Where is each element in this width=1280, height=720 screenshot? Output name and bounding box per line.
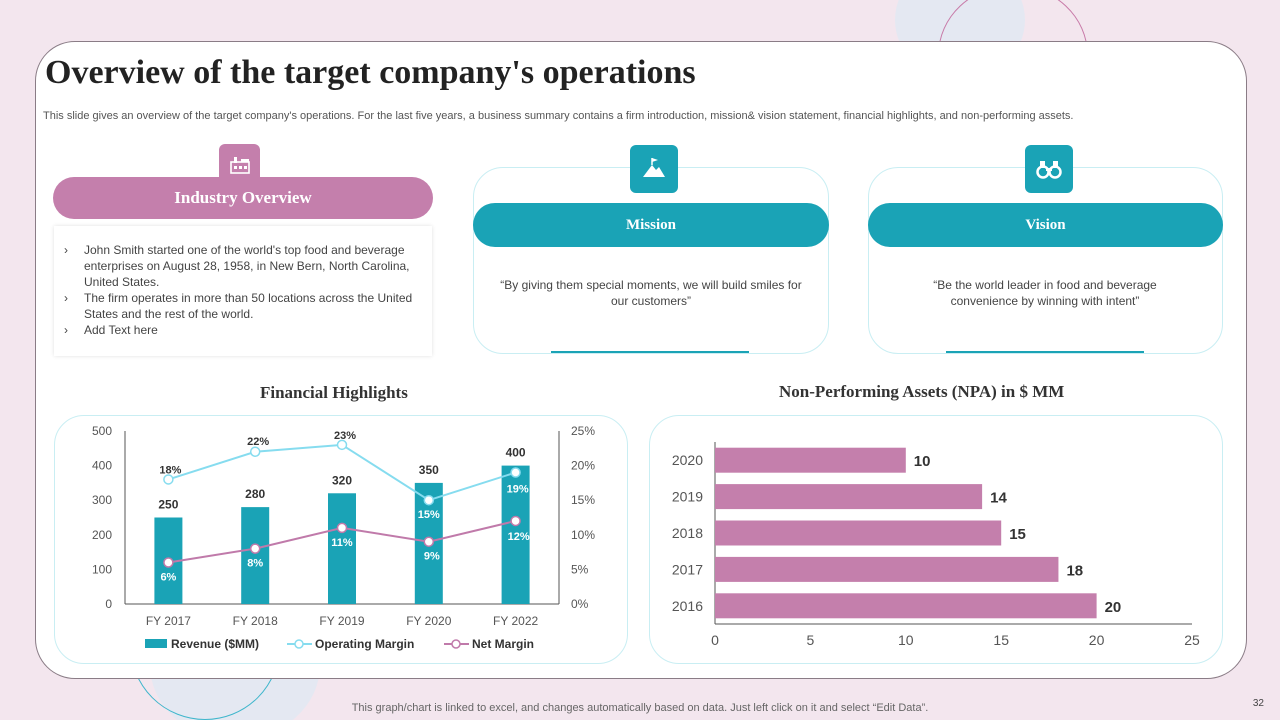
x-tick-label: 10: [898, 632, 914, 648]
legend-label-operating: Operating Margin: [315, 637, 414, 651]
y-tick-label-right: 0%: [571, 597, 589, 611]
y-tick-label-right: 10%: [571, 528, 595, 542]
npa-data-label: 15: [1009, 526, 1026, 543]
net-margin-point: [163, 557, 174, 568]
operating-margin-point: [510, 467, 521, 478]
operating-margin-point: [336, 439, 348, 451]
bar-revenue: [328, 493, 356, 604]
list-item: John Smith started one of the world's to…: [64, 242, 422, 290]
x-tick-label: FY 2019: [319, 614, 364, 628]
operating-margin-data-label: 15%: [418, 509, 440, 521]
operating-margin-point: [423, 494, 435, 506]
financial-chart-title: Financial Highlights: [260, 383, 408, 402]
y-tick-label-left: 100: [92, 562, 112, 576]
operating-margin-data-label: 22%: [247, 436, 269, 448]
mission-statement: “By giving them special moments, we will…: [500, 278, 802, 308]
y-tick-label-left: 500: [92, 424, 112, 438]
net-margin-point: [249, 543, 261, 554]
x-tick-label: FY 2017: [146, 614, 191, 628]
npa-chart: 0 5 10 15 20 25 2020 10 2019 14 2018 15 2017 18 2016 20: [672, 442, 1200, 648]
bar-data-label: 280: [245, 487, 265, 501]
npa-data-label: 18: [1066, 562, 1083, 579]
industry-bullet-list: John Smith started one of the world's to…: [54, 226, 432, 338]
npa-bar: [715, 447, 906, 473]
bar-data-label: 250: [158, 498, 178, 512]
npa-data-label: 10: [914, 453, 931, 470]
mission-divider: [551, 351, 749, 353]
net-margin-data-label: 11%: [331, 537, 353, 549]
npa-data-label: 14: [990, 490, 1007, 507]
page-number: 32: [1252, 698, 1264, 709]
mountain-flag-icon: [643, 158, 665, 177]
legend-marker-net: [451, 639, 461, 649]
net-margin-data-label: 12%: [508, 531, 530, 543]
x-tick-label: 0: [711, 632, 719, 648]
y-tick-label-left: 0: [105, 597, 112, 611]
net-margin-point: [510, 515, 521, 527]
net-margin-point: [423, 536, 435, 547]
npa-data-label: 20: [1105, 599, 1122, 616]
vision-divider: [946, 351, 1144, 353]
y-tick-label-left: 400: [92, 459, 112, 473]
npa-chart-title: Non-Performing Assets (NPA) in $ MM: [779, 382, 1065, 401]
net-margin-point: [336, 522, 348, 534]
npa-bar: [715, 484, 983, 510]
y-tick-label: 2017: [672, 561, 703, 577]
factory-icon: [229, 156, 250, 174]
y-tick-label-left: 200: [92, 528, 112, 542]
y-tick-label: 2019: [672, 489, 703, 505]
x-tick-label: 25: [1184, 632, 1200, 648]
mission-card: [473, 167, 829, 354]
operating-margin-data-label: 18%: [159, 464, 181, 476]
y-tick-label-right: 20%: [571, 459, 595, 473]
vision-card: [868, 167, 1223, 354]
y-tick-label-right: 15%: [571, 493, 595, 507]
page-subtitle: This slide gives an overview of the targ…: [43, 110, 1074, 122]
y-tick-label: 2020: [672, 452, 703, 468]
legend-label-net: Net Margin: [472, 637, 534, 651]
x-tick-label: 15: [993, 632, 1009, 648]
bar-data-label: 320: [332, 473, 352, 487]
operating-margin-data-label: 19%: [507, 484, 529, 496]
x-tick-label: FY 2022: [493, 614, 538, 628]
x-tick-label: 20: [1089, 632, 1105, 648]
net-margin-data-label: 8%: [247, 558, 263, 570]
industry-overview-box: John Smith started one of the world's to…: [54, 226, 432, 356]
binoculars-icon: [1036, 161, 1062, 179]
list-item: The firm operates in more than 50 locati…: [64, 290, 422, 322]
npa-bar: [715, 593, 1097, 619]
net-margin-data-label: 9%: [424, 551, 440, 563]
x-tick-label: 5: [807, 632, 815, 648]
y-tick-label-right: 25%: [571, 424, 595, 438]
operating-margin-data-label: 23%: [334, 430, 356, 442]
vision-icon-box: [1025, 145, 1073, 193]
bar-revenue: [241, 507, 270, 604]
y-tick-label: 2016: [672, 598, 703, 614]
bar-revenue: [501, 465, 530, 604]
bar-data-label: 400: [506, 446, 526, 460]
y-tick-label: 2018: [672, 525, 703, 541]
operating-margin-point: [249, 446, 261, 458]
legend-swatch-revenue: [145, 639, 167, 648]
vision-statement: “Be the world leader in food and beverag…: [933, 278, 1157, 308]
mission-icon-box: [630, 145, 678, 193]
page-title: Overview of the target company's operati…: [45, 54, 696, 91]
mission-header: Mission: [473, 203, 829, 247]
net-margin-data-label: 6%: [160, 571, 176, 583]
list-item: Add Text here: [64, 322, 422, 338]
npa-bar: [715, 556, 1059, 582]
footer-note: This graph/chart is linked to excel, and…: [351, 702, 929, 714]
x-tick-label: FY 2018: [233, 614, 278, 628]
legend-label-revenue: Revenue ($MM): [171, 637, 259, 651]
y-tick-label-right: 5%: [571, 562, 589, 576]
npa-bar: [715, 520, 1002, 546]
vision-header: Vision: [868, 203, 1223, 247]
x-tick-label: FY 2020: [406, 614, 451, 628]
legend-marker-operating: [294, 639, 304, 649]
operating-margin-point: [163, 474, 174, 485]
industry-overview-header: Industry Overview: [53, 177, 433, 219]
financial-highlights-chart: 0 100 200 300 400 500 0% 5% 10% 15% 20% 25% FY 2017 F…: [92, 424, 595, 651]
y-tick-label-left: 300: [92, 493, 112, 507]
bar-data-label: 350: [419, 463, 439, 477]
